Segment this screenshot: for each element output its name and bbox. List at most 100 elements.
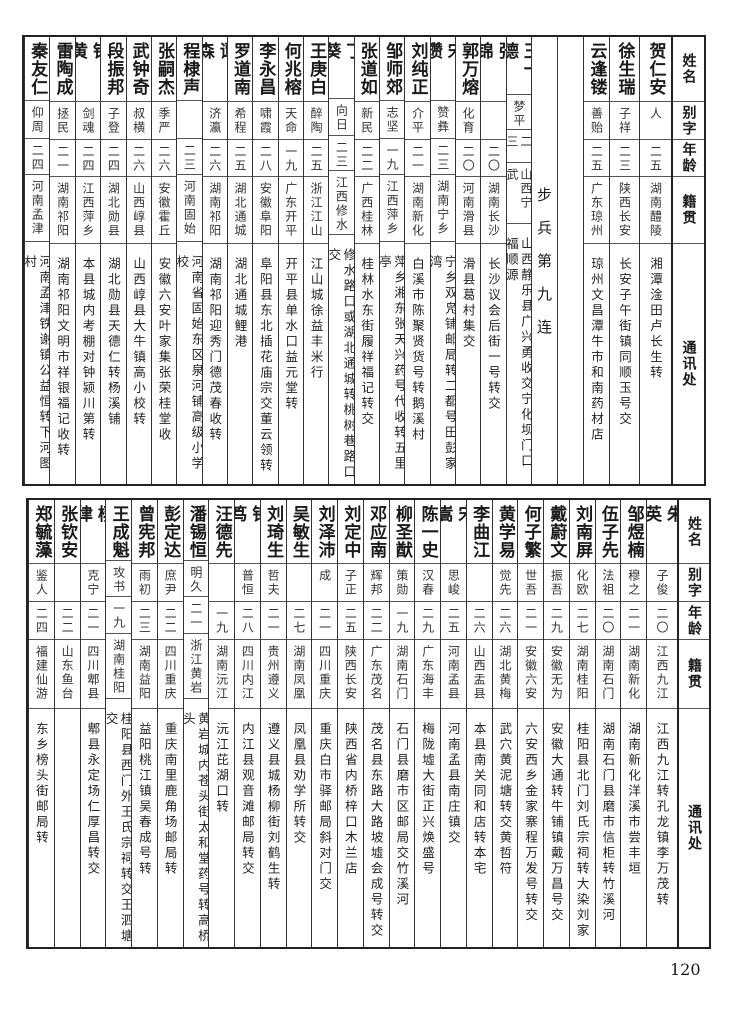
person-name: 丁葵 [329,42,354,81]
person-name: 李永昌 [255,42,276,96]
header-column: 姓名 别字 年龄 籍贯 通讯处 [677,500,709,947]
person-name: 陈一史 [417,505,438,559]
person-origin: 山西盂县 [472,645,487,701]
cell-age: 二三 [430,139,455,176]
cell-age: 二六 [466,602,492,640]
cell-age: 二一 [183,597,209,634]
person-name: 柳圣猷 [391,505,412,559]
person-name: 谭森 [202,42,227,81]
cell-origin: 湖南宁乡 [430,175,455,242]
cell-origin: 湖北通城 [227,177,253,244]
cell-address: 山西崞县大牛镇高小校转 [127,244,151,484]
person-column: 王一德 梦平 二三 山西宁武 山西静乐县广兴勇收交宁化坝门口福顺源 [505,37,531,484]
person-address: 桂阳县北门刘氏宗祠转大染刘家 [574,722,590,939]
person-alias: 明久 [188,565,203,594]
person-name: 秦友仁 [27,42,48,96]
person-name: 吴敏生 [288,505,309,559]
cell-alias: 拯民 [50,102,75,140]
person-age: 二五 [233,145,248,173]
person-column: 段振邦 子登 二四 湖北勋县 湖北勋县天德仁转杨溪铺 [100,37,126,484]
person-origin: 湖南益阳 [137,645,152,701]
person-address: 东乡榜头街邮局转 [33,722,49,846]
header-column: 姓名 别字 年龄 籍贯 通讯处 [671,37,704,484]
cell-age: 二二 [354,140,379,177]
cell-age: 二八 [253,140,278,177]
person-column: 宋嵩 思峻 二五 河南孟县 河南孟县南庄镇交 [440,500,466,947]
cell-name: 程棣声 [177,37,202,102]
person-address: 凤凰县劝学所转交 [291,722,307,846]
person-column: 贺仁安人二五 湖南醴陵 湘潭淦田卢长生转 [639,37,671,484]
person-origin: 四川郫县 [85,645,100,701]
cell-address: 湖南新化洋溪市尝丰垣 [621,709,646,947]
person-origin: 安徽霍丘 [157,182,172,238]
person-name: 王一德 [506,42,531,78]
person-origin: 河南滑县 [461,182,476,238]
cell-age: 二〇 [481,140,506,177]
cell-age: 二五 [640,140,671,177]
cell-origin: 陕西长安 [338,640,363,709]
cell-age: 二一 [312,602,337,640]
person-name: 张嗣杰 [154,42,175,96]
cell-address: 茂名县东路大路坡墟会成号转交 [364,709,389,947]
cell-address: 河南孟县南庄镇交 [441,709,466,947]
cell-age: 二六 [151,140,177,177]
cell-age: 二四 [75,140,101,177]
cell-origin: 广东海丰 [415,640,440,709]
cell-origin: 安徽阜阳 [253,177,278,244]
cell-alias: 成 [312,564,337,602]
header-cell-name: 姓名 [679,500,709,564]
person-name: 郑毓藻 [31,505,52,559]
person-age: 二七 [575,607,590,635]
person-column: 张道如 新民 二二 广西桂林 桂林水东街履祥福记转交 [353,37,379,484]
cell-alias: 攻书 [106,561,131,598]
person-column: 刘南屏 化欧 二七 湖南桂阳 桂阳县北门刘氏宗祠转大染刘家 [568,500,595,947]
header-cell-origin: 籍贯 [673,177,704,244]
person-column: 刘定中 子正 二五 陕西长安 陕西省内桥梓口木兰店 [337,500,363,947]
header-label-name: 姓名 [680,53,697,85]
cell-alias: 庶尹 [157,564,183,602]
cell-age: 二〇 [595,602,621,640]
person-address: 湖北勋县天德仁转杨溪铺 [105,257,121,428]
cell-address: 长安子午街镇同顺玉号交 [610,244,639,484]
person-origin: 四川重庆 [163,645,178,701]
cell-name: 曾宪邦 [132,500,157,564]
cell-address: 湖南石门县磨市信柜转竹溪河 [596,709,621,947]
person-name: 何子繁 [520,505,541,559]
cell-alias: 人 [640,102,671,140]
cell-alias: 向日 [329,99,354,136]
person-origin: 湖南祁阳 [207,182,222,238]
person-origin: 山东鱼台 [60,645,75,701]
person-name: 张道如 [356,42,377,96]
person-address: 山西静乐县广兴勇收交宁化坝门口福顺源 [506,236,531,470]
person-alias: 赞彝 [435,106,450,135]
cell-age: 二九 [415,602,440,640]
cell-origin: 山东鱼台 [54,640,80,709]
header-label-name: 姓名 [686,515,702,548]
cell-address: 桂阳县北门刘氏宗祠转大染刘家 [570,709,595,947]
person-column: 陈一史 汉春 二九 广东海丰 梅陇墟大街正兴焕盛号 [414,500,440,947]
person-origin: 广东海丰 [420,645,435,701]
cell-address: 郫县永定场仁厚昌转交 [81,709,106,947]
person-origin: 江西萍乡 [385,180,400,237]
person-age: 二〇 [600,607,615,635]
cell-name: 何子繁 [518,500,543,564]
cell-name: 潘锡恒 [183,500,209,561]
person-age: 一九 [283,145,298,173]
cell-name: 张道如 [354,37,379,102]
person-name: 程棣声 [179,42,200,96]
person-origin: 浙江江山 [309,182,324,238]
header-cell-name: 姓名 [673,37,704,102]
person-column: 丁葵 向日 二三 江西修水 修水路口或湖北通城转桃树巷路口交 [328,37,354,484]
person-address: 本县城内考棚对钟颍川第转 [80,257,96,443]
cell-origin: 四川郫县 [80,640,106,709]
person-address: 河南孟县南庄镇交 [445,722,461,846]
person-column: 徐生瑞 子祥 二三 陕西长安 长安子午街镇同顺玉号交 [609,37,639,484]
cell-origin: 湖南石门 [389,640,415,709]
cell-address: 江西九江转孔龙镇李万茂转 [647,709,677,947]
cell-name: 汪德先 [209,500,234,564]
person-column: 罗道南 希程 二五 湖北通城 湖北通城鲤港 [226,37,253,484]
cell-address: 沅江芘湖口转 [209,709,234,947]
cell-alias: 新民 [354,102,379,140]
person-alias: 子俊 [655,569,669,597]
cell-alias: 克宁 [80,564,106,602]
